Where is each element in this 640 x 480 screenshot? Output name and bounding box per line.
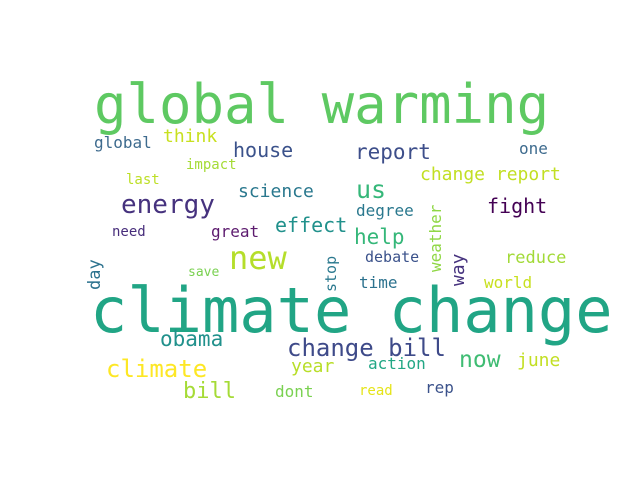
word-change-bill: change bill — [287, 334, 446, 362]
word-fight: fight — [487, 194, 548, 218]
word-read: read — [359, 383, 393, 399]
word-action: action — [368, 354, 426, 373]
word-us: us — [356, 175, 387, 204]
word-last: last — [126, 172, 160, 188]
word-need: need — [112, 224, 146, 240]
word-stop: stop — [322, 255, 340, 292]
word-energy: energy — [121, 190, 215, 220]
word-year: year — [291, 356, 335, 377]
word-now: now — [459, 347, 501, 373]
word-house: house — [233, 138, 294, 162]
word-help: help — [354, 225, 405, 249]
word-debate: debate — [365, 248, 420, 266]
word-degree: degree — [356, 201, 414, 220]
word-bill: bill — [183, 379, 236, 404]
word-world: world — [484, 273, 533, 292]
word-save: save — [188, 265, 220, 280]
word-think: think — [163, 126, 218, 147]
word-one: one — [519, 139, 548, 158]
word-weather: weather — [426, 204, 445, 272]
word-science: science — [238, 181, 314, 202]
word-day: day — [85, 259, 105, 290]
word-great: great — [211, 222, 260, 241]
word-reduce: reduce — [505, 248, 567, 268]
word-obama: obama — [160, 327, 224, 351]
word-global: global — [94, 133, 152, 152]
word-impact: impact — [186, 157, 237, 173]
word-new: new — [229, 239, 287, 277]
word-global-warming: global warming — [94, 73, 550, 136]
word-time: time — [359, 273, 398, 292]
word-dont: dont — [275, 382, 314, 401]
word-change-report: change report — [420, 164, 561, 185]
word-report: report — [355, 140, 431, 164]
word-rep: rep — [425, 378, 454, 397]
word-climate: climate — [106, 355, 208, 383]
word-climate-change: climate change — [90, 274, 613, 347]
word-june: june — [517, 350, 561, 371]
word-effect: effect — [275, 213, 348, 237]
word-way: way — [448, 253, 469, 286]
